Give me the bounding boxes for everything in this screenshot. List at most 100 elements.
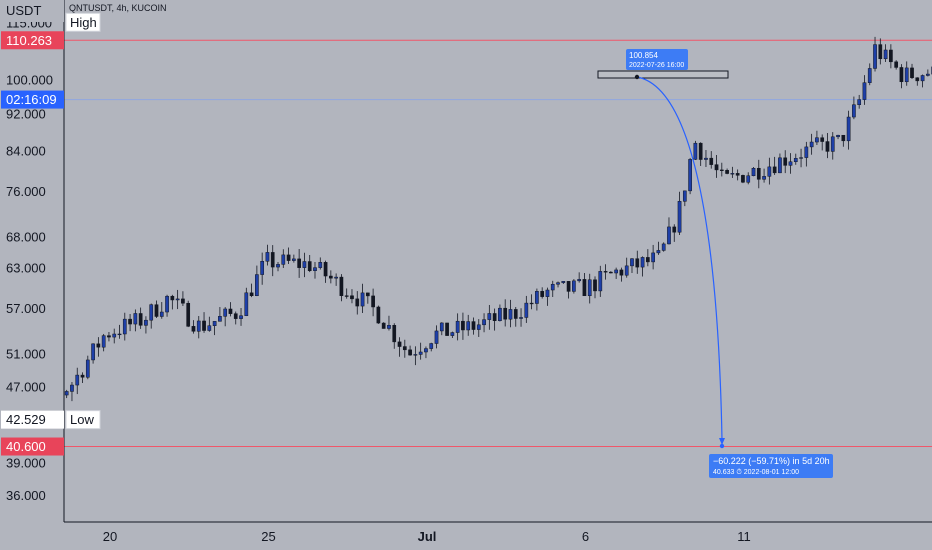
candle-up <box>276 264 280 268</box>
high-price-tag: 110.263 <box>6 33 52 48</box>
candle-down <box>323 262 328 277</box>
candle-down <box>820 137 825 142</box>
candle-up <box>809 141 814 148</box>
price-range-box[interactable] <box>597 70 729 79</box>
time-axis-bg <box>0 522 932 550</box>
candle-up <box>133 313 138 325</box>
projection-end-note[interactable] <box>709 454 833 478</box>
candle-up <box>830 136 835 152</box>
time-tick-label: 6 <box>582 529 589 544</box>
price-tick-label: 47.000 <box>6 380 46 395</box>
candle-down <box>609 271 613 274</box>
candle-down <box>894 61 899 68</box>
candle-down <box>741 175 745 183</box>
candle-up <box>624 265 629 276</box>
high-label-bg <box>65 12 101 32</box>
price-axis[interactable]: 115.000100.00092.00084.00076.00068.00063… <box>0 0 65 550</box>
candle-up <box>577 279 582 282</box>
projection-start-note[interactable] <box>626 49 688 70</box>
candle-up <box>614 269 618 274</box>
candle-up <box>144 319 148 326</box>
candle-up <box>413 354 418 356</box>
candle-up <box>561 281 566 283</box>
candle-up <box>450 332 455 336</box>
low-label-bg <box>65 410 101 430</box>
candle-up <box>688 159 692 192</box>
candle-down <box>772 166 777 174</box>
last-price-tag: 40.600 <box>6 439 46 454</box>
candle-down <box>228 308 233 314</box>
candle-down <box>899 67 904 83</box>
candle-up <box>244 292 249 316</box>
candle-down <box>154 304 159 317</box>
candle-up <box>64 391 69 396</box>
candle-down <box>233 313 238 319</box>
candle-up <box>762 176 766 180</box>
candle-up <box>476 324 481 330</box>
candle-down <box>461 320 465 331</box>
candle-down <box>619 269 624 276</box>
candle-down <box>339 276 344 296</box>
projection-drawing[interactable]: 100.854 2022-07-26 16:00 −60.222 (−59.71%)… <box>597 49 833 478</box>
projection-curve[interactable] <box>636 76 723 441</box>
high-price-tag-bg <box>1 31 64 50</box>
candle-up <box>165 295 169 313</box>
candle-up <box>846 116 851 142</box>
candle-down <box>645 257 650 263</box>
candle-down <box>756 167 761 180</box>
candle-up <box>302 261 307 268</box>
candle-up <box>556 282 560 285</box>
symbol-title: QNTUSDT, 4h, KUCOIN <box>69 3 167 13</box>
candle-down <box>915 77 920 82</box>
candle-up <box>498 307 502 321</box>
candle-up <box>75 374 80 386</box>
candle-down <box>181 298 185 304</box>
candle-down <box>582 279 587 297</box>
candle-up <box>223 308 228 317</box>
candle-down <box>672 226 677 233</box>
countdown-tag-bg <box>1 90 64 109</box>
last-price-tag-bg <box>1 437 64 456</box>
time-axis[interactable]: 2025Jul6111825Aug815 <box>0 521 932 550</box>
time-tick-label: 20 <box>103 529 117 544</box>
candle-down <box>408 349 412 356</box>
price-tick-label: 63.000 <box>6 260 46 275</box>
price-tick-label: 100.000 <box>6 73 53 88</box>
candle-up <box>519 317 523 319</box>
low-price-tag-bg <box>1 410 64 429</box>
currency-label: USDT <box>6 3 41 18</box>
candle-up <box>804 146 809 158</box>
candle-up <box>867 68 872 83</box>
candle-down <box>128 318 132 325</box>
candle-down <box>270 252 275 268</box>
candle-down <box>635 258 640 268</box>
candle-up <box>746 175 751 183</box>
candle-up <box>85 359 90 378</box>
candle-up <box>292 258 296 261</box>
candle-up <box>920 75 925 82</box>
candle-down <box>698 142 703 160</box>
time-tick-label: 11 <box>737 529 751 544</box>
candle-up <box>799 157 803 159</box>
low-label: Low <box>70 412 94 427</box>
candle-down <box>397 341 402 347</box>
candle-up <box>667 226 671 245</box>
candle-up <box>196 320 201 332</box>
candle-up <box>281 254 286 265</box>
price-tick-label: 68.000 <box>6 229 46 244</box>
candle-up <box>730 173 735 175</box>
candle-up <box>313 267 317 271</box>
candle-up <box>883 49 888 60</box>
candle-up <box>255 274 259 296</box>
candle-down <box>841 134 846 142</box>
candle-down <box>445 322 449 336</box>
price-tick-label: 51.000 <box>6 346 46 361</box>
candle-up <box>545 289 550 297</box>
candle-down <box>735 173 740 176</box>
candle-up <box>212 321 217 326</box>
candle-down <box>191 326 196 332</box>
candle-down <box>492 313 497 321</box>
candle-down <box>719 169 724 171</box>
candle-up <box>904 67 909 83</box>
